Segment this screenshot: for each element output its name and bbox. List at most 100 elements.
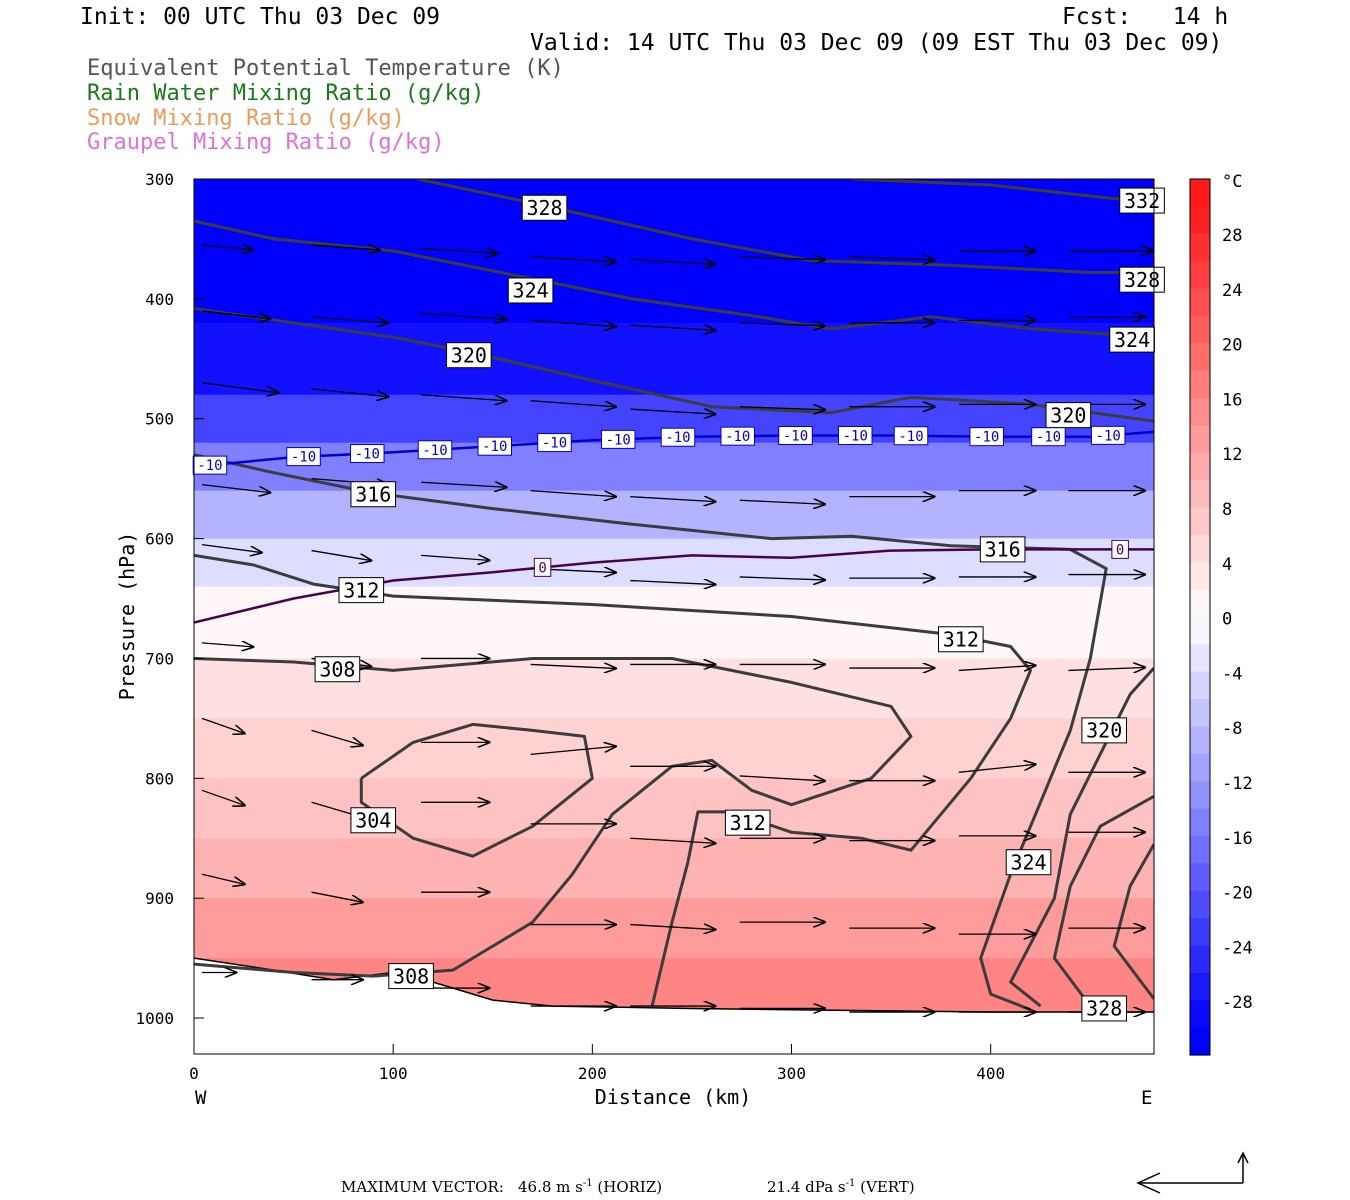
colorbar-step xyxy=(1190,343,1210,372)
wind-vector xyxy=(201,382,279,393)
theta-e-label-308-box xyxy=(314,656,361,683)
temperature-band xyxy=(194,490,1154,540)
wind-vector xyxy=(630,259,715,264)
theta-e-label-328: 328 xyxy=(1086,997,1122,1021)
isotherm-label--10-box xyxy=(893,426,929,446)
y-tick-label: 700 xyxy=(145,649,174,668)
theta-e-contour-324 xyxy=(194,219,1154,339)
below-ground-mask xyxy=(194,957,1154,1054)
vert-value: 21.4 dPa s xyxy=(767,1178,846,1196)
x-tick-label: 300 xyxy=(777,1064,806,1083)
colorbar-step xyxy=(1190,480,1210,509)
forecast-hour: Fcst: 14 h xyxy=(1062,4,1229,30)
wind-vector xyxy=(201,310,270,319)
colorbar-step xyxy=(1190,589,1210,618)
theta-e-label-320-box xyxy=(1081,717,1128,744)
wind-vector xyxy=(311,316,389,323)
temperature-band xyxy=(194,586,1154,660)
theta-e-label-316-box xyxy=(350,481,397,508)
theta-e-label-312-box xyxy=(724,809,771,836)
x-tick-label: 400 xyxy=(976,1064,1005,1083)
colorbar-step xyxy=(1190,644,1210,673)
isotherm-label--10: -10 xyxy=(898,429,923,445)
theta-e-label-304-box xyxy=(350,807,397,834)
horiz-value: 46.8 m s xyxy=(518,1178,583,1196)
theta-e-label-324: 324 xyxy=(1010,850,1046,874)
wind-vector xyxy=(201,717,245,733)
vert-tag: (VERT) xyxy=(860,1178,915,1196)
wind-vector xyxy=(311,549,372,561)
theta-e-label-324-box xyxy=(1005,849,1052,876)
y-tick-label: 1000 xyxy=(135,1009,174,1028)
max-vector-label: MAXIMUM VECTOR: xyxy=(341,1178,504,1196)
isotherm-label--10-box xyxy=(192,455,228,475)
init-time: Init: 00 UTC Thu 03 Dec 09 xyxy=(80,4,441,30)
wind-vector xyxy=(201,643,253,647)
isotherm-label-0: 0 xyxy=(1116,542,1124,558)
theta-e-label-328-box xyxy=(1081,995,1128,1022)
colorbar-tick-label: -16 xyxy=(1222,829,1253,849)
isotherm-label--10-box xyxy=(837,426,873,446)
colorbar-step xyxy=(1190,370,1210,399)
colorbar-frame xyxy=(1189,178,1211,1056)
x-tick-label: 200 xyxy=(578,1064,607,1083)
y-tick-label: 300 xyxy=(145,170,174,189)
temperature-band xyxy=(194,250,1154,324)
colorbar: 28 24 20 16 12 8 4 0 -4 -8 -12 -16 -20 -24 -28 xyxy=(1189,178,1253,1056)
wind-vector xyxy=(958,665,1035,670)
theta-e-label-312: 312 xyxy=(343,578,379,602)
max-vector-horizontal: 46.8 m s-1 (HORIZ) xyxy=(518,1178,662,1196)
wind-vector xyxy=(201,873,245,884)
wind-vector xyxy=(421,555,489,560)
colorbar-tick-label: -4 xyxy=(1222,664,1242,684)
wind-vector xyxy=(421,249,498,254)
wind-vector xyxy=(421,394,506,401)
colorbar-step xyxy=(1190,863,1210,892)
y-tick-label: 600 xyxy=(145,530,174,549)
wind-vector xyxy=(630,497,715,502)
wind-vector xyxy=(630,581,715,585)
colorbar-step xyxy=(1190,233,1210,262)
colorbar-step xyxy=(1190,425,1210,454)
wind-vector xyxy=(630,325,715,330)
theta-e-label-328: 328 xyxy=(526,196,562,220)
y-tick-label: 500 xyxy=(145,410,174,429)
wind-vector xyxy=(530,489,616,497)
y-axis-title: Pressure (hPa) xyxy=(115,532,139,701)
theta-e-label-332-box xyxy=(1119,187,1165,214)
isotherm-label-0-box xyxy=(1111,539,1129,559)
wind-vector xyxy=(739,407,825,410)
colorbar-step xyxy=(1190,562,1210,591)
field-label-theta-e: Equivalent Potential Temperature (K) xyxy=(87,56,564,81)
isotherm-label--10-box xyxy=(660,427,696,447)
wind-vector xyxy=(958,764,1035,773)
colorbar-step xyxy=(1190,699,1210,728)
surface-pressure-line xyxy=(194,957,1154,1013)
wind-vector xyxy=(201,484,270,493)
wind-vector xyxy=(630,925,715,930)
colorbar-tick-label: -12 xyxy=(1222,774,1253,794)
theta-e-label-308: 308 xyxy=(319,657,355,681)
axes: 300 400 500 600 700 800 900 1000 0 100 200 300 400 xyxy=(135,170,1005,1083)
horiz-tag: (HORIZ) xyxy=(597,1178,663,1196)
colorbar-step xyxy=(1190,890,1210,919)
vector-scale-icon xyxy=(1136,1151,1249,1194)
isotherm-label--10-box xyxy=(286,447,321,467)
theta-e-contour-324 xyxy=(1052,794,1154,1007)
theta-e-contour-328 xyxy=(1112,843,1154,1000)
colorbar-tick-label: 28 xyxy=(1222,226,1242,246)
theta-e-label-308: 308 xyxy=(393,964,429,988)
theta-e-label-320: 320 xyxy=(1050,403,1086,427)
horiz-unit-exponent: -1 xyxy=(582,1178,593,1189)
isotherm-label--10-box xyxy=(778,426,813,446)
isotherm-label--10: -10 xyxy=(291,450,316,466)
wind-vector xyxy=(421,312,506,319)
wind-vector xyxy=(311,245,380,250)
wind-vector xyxy=(739,577,825,580)
field-label-rain: Rain Water Mixing Ratio (g/kg) xyxy=(87,81,485,106)
theta-e-label-316: 316 xyxy=(355,482,391,506)
isotherm-label--10-box xyxy=(969,427,1004,447)
wind-vector xyxy=(739,323,825,326)
theta-e-contour-320 xyxy=(194,307,1154,423)
